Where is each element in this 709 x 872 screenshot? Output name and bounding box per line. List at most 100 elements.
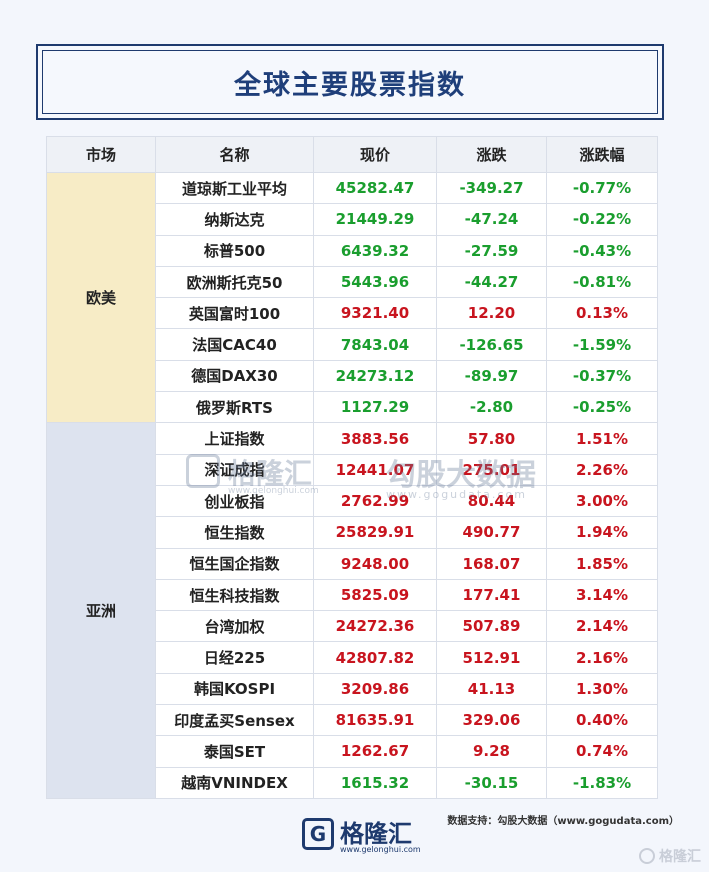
index-name: 越南VNINDEX	[155, 766, 314, 799]
index-change: -89.97	[436, 359, 547, 393]
index-change: 512.91	[436, 641, 547, 674]
index-price: 7843.04	[313, 328, 437, 361]
index-change-pct: -0.22%	[546, 203, 658, 236]
brand-url: www.gelonghui.com	[340, 845, 421, 854]
table-row: 深证成指 12441.07 275.01 2.26%	[47, 453, 658, 486]
index-price: 25829.91	[313, 516, 437, 549]
index-name: 创业板指	[155, 484, 314, 518]
index-name: 印度孟买Sensex	[155, 704, 314, 737]
index-change: -27.59	[436, 234, 547, 267]
index-change: 329.06	[436, 704, 547, 737]
index-price: 24272.36	[313, 610, 437, 643]
index-change: 490.77	[436, 516, 547, 549]
index-change-pct: 1.85%	[546, 547, 658, 580]
footer-brand: G 格隆汇 www.gelonghui.com	[302, 815, 421, 854]
index-price: 9321.40	[313, 297, 437, 330]
table-row: 日经225 42807.82 512.91 2.16%	[47, 641, 658, 674]
index-price: 2762.99	[313, 484, 437, 518]
index-change: 507.89	[436, 610, 547, 643]
index-price: 1262.67	[313, 735, 437, 768]
index-name: 泰国SET	[155, 735, 314, 768]
index-change: 168.07	[436, 547, 547, 580]
index-price: 24273.12	[313, 359, 437, 393]
brand-logo-icon: G	[302, 818, 334, 850]
index-name: 深证成指	[155, 453, 314, 486]
index-change: 12.20	[436, 297, 547, 330]
index-change-pct: -0.81%	[546, 265, 658, 299]
corner-brand: 格隆汇	[659, 849, 701, 865]
index-price: 12441.07	[313, 453, 437, 486]
index-change: -126.65	[436, 328, 547, 361]
index-change-pct: 2.16%	[546, 641, 658, 674]
index-name: 恒生国企指数	[155, 547, 314, 580]
header-change: 涨跌	[436, 136, 547, 173]
index-name: 恒生科技指数	[155, 578, 314, 612]
index-price: 42807.82	[313, 641, 437, 674]
index-name: 德国DAX30	[155, 359, 314, 393]
index-table: 市场 名称 现价 涨跌 涨跌幅 欧美 道琼斯工业平均 45282.47 -349.27…	[46, 136, 658, 799]
index-name: 日经225	[155, 641, 314, 674]
index-name: 道琼斯工业平均	[155, 171, 314, 205]
index-change-pct: 3.00%	[546, 484, 658, 518]
index-change-pct: 0.40%	[546, 704, 658, 737]
index-price: 3883.56	[313, 422, 437, 455]
index-name: 恒生指数	[155, 516, 314, 549]
index-name: 法国CAC40	[155, 328, 314, 361]
table-row: 韩国KOSPI 3209.86 41.13 1.30%	[47, 672, 658, 706]
index-change: -349.27	[436, 171, 547, 205]
table-row: 越南VNINDEX 1615.32 -30.15 -1.83%	[47, 766, 658, 799]
page-title: 全球主要股票指数	[234, 69, 466, 101]
table-row: 欧洲斯托克50 5443.96 -44.27 -0.81%	[47, 265, 658, 299]
table-row: 标普500 6439.32 -27.59 -0.43%	[47, 234, 658, 267]
index-change-pct: -1.83%	[546, 766, 658, 799]
index-change-pct: 0.74%	[546, 735, 658, 768]
index-price: 1615.32	[313, 766, 437, 799]
header-row: 市场 名称 现价 涨跌 涨跌幅	[46, 136, 658, 173]
header-change-pct: 涨跌幅	[546, 136, 658, 173]
index-change: -2.80	[436, 391, 547, 424]
index-name: 俄罗斯RTS	[155, 391, 314, 424]
index-price: 5825.09	[313, 578, 437, 612]
index-change-pct: -0.25%	[546, 391, 658, 424]
index-change: 275.01	[436, 453, 547, 486]
index-name: 欧洲斯托克50	[155, 265, 314, 299]
table-row: 英国富时100 9321.40 12.20 0.13%	[47, 297, 658, 330]
index-price: 3209.86	[313, 672, 437, 706]
index-change-pct: 1.51%	[546, 422, 658, 455]
region-cell-asia: 亚洲	[46, 422, 156, 799]
index-change: 177.41	[436, 578, 547, 612]
index-change-pct: 2.14%	[546, 610, 658, 643]
index-price: 6439.32	[313, 234, 437, 267]
table-row: 法国CAC40 7843.04 -126.65 -1.59%	[47, 328, 658, 361]
table-row: 纳斯达克 21449.29 -47.24 -0.22%	[47, 203, 658, 236]
title-frame: 全球主要股票指数	[36, 44, 664, 120]
index-change-pct: -1.59%	[546, 328, 658, 361]
index-name: 韩国KOSPI	[155, 672, 314, 706]
index-name: 英国富时100	[155, 297, 314, 330]
index-price: 1127.29	[313, 391, 437, 424]
region-cell-europe-america: 欧美	[46, 171, 156, 424]
index-price: 81635.91	[313, 704, 437, 737]
index-change: 41.13	[436, 672, 547, 706]
index-change: 57.80	[436, 422, 547, 455]
index-name: 上证指数	[155, 422, 314, 455]
index-name: 纳斯达克	[155, 203, 314, 236]
table-row: 德国DAX30 24273.12 -89.97 -0.37%	[47, 359, 658, 393]
title-inner-frame: 全球主要股票指数	[42, 50, 658, 114]
index-change: -47.24	[436, 203, 547, 236]
index-change-pct: -0.43%	[546, 234, 658, 267]
index-price: 45282.47	[313, 171, 437, 205]
table-row: 恒生科技指数 5825.09 177.41 3.14%	[47, 578, 658, 612]
table-row: 俄罗斯RTS 1127.29 -2.80 -0.25%	[47, 391, 658, 424]
corner-watermark: 格隆汇	[639, 846, 701, 866]
index-change-pct: -0.77%	[546, 171, 658, 205]
index-price: 21449.29	[313, 203, 437, 236]
header-name: 名称	[155, 136, 314, 173]
corner-logo-icon	[639, 848, 655, 864]
index-name: 台湾加权	[155, 610, 314, 643]
index-price: 5443.96	[313, 265, 437, 299]
table-row: 印度孟买Sensex 81635.91 329.06 0.40%	[47, 704, 658, 737]
index-price: 9248.00	[313, 547, 437, 580]
index-change: 80.44	[436, 484, 547, 518]
index-change-pct: 2.26%	[546, 453, 658, 486]
